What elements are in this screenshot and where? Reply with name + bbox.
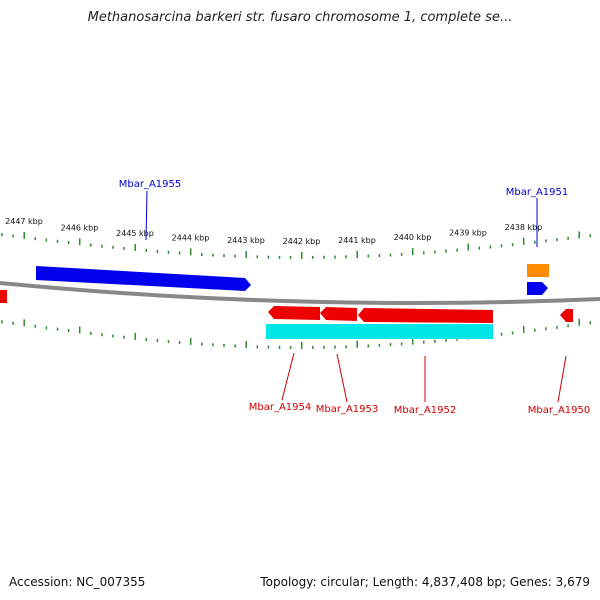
scale-label: 2446 kbp	[61, 223, 99, 232]
scale-ticks-inner	[1, 318, 592, 349]
cyan-feature[interactable]	[266, 324, 493, 339]
scale-ticks-outer	[1, 231, 592, 259]
gene-label-g1950: Mbar_A1950	[528, 355, 591, 416]
gene-label: Mbar_A1952	[394, 405, 457, 416]
gene-label-g1955: Mbar_A1955	[119, 179, 182, 241]
chromosome-backbone	[0, 281, 600, 306]
scale-label: 2441 kbp	[338, 236, 376, 245]
map-title: Methanosarcina barkeri str. fusaro chrom…	[87, 10, 513, 25]
gene-label: Mbar_A1954	[249, 402, 312, 413]
gene-label: Mbar_A1953	[316, 404, 379, 415]
orange-feature[interactable]	[527, 264, 549, 277]
gene-label: Mbar_A1951	[506, 187, 569, 198]
gene-label: Mbar_A1950	[528, 405, 591, 416]
gene-label-g1951: Mbar_A1951	[506, 187, 569, 247]
gene-feature[interactable]	[320, 307, 357, 321]
accession-text: Accession: NC_007355	[9, 575, 146, 589]
scale-label: 2443 kbp	[227, 236, 265, 245]
scale-label: 2439 kbp	[449, 229, 487, 238]
scale-label: 2444 kbp	[172, 233, 210, 242]
genome-summary: Topology: circular; Length: 4,837,408 bp…	[260, 575, 590, 589]
gene-feature[interactable]	[268, 306, 320, 320]
scale-label: 2447 kbp	[5, 217, 43, 226]
gene-feature[interactable]	[358, 308, 493, 323]
gene-feature[interactable]	[0, 290, 7, 303]
scale-label: 2438 kbp	[505, 223, 543, 232]
scale-labels: 2447 kbp 2446 kbp 2445 kbp 2444 kbp 2443 kbp…	[5, 217, 542, 246]
scale-label: 2445 kbp	[116, 229, 154, 238]
gene-label-g1954: Mbar_A1954	[249, 352, 312, 413]
gene-label: Mbar_A1955	[119, 179, 182, 190]
scale-label: 2440 kbp	[394, 233, 432, 242]
gene-feature[interactable]	[527, 282, 548, 295]
label-leader	[336, 353, 348, 403]
gene-label-g1953: Mbar_A1953	[316, 353, 379, 415]
label-leader	[557, 355, 567, 403]
gene-feature[interactable]	[560, 309, 573, 322]
label-leader	[145, 190, 148, 241]
gene-label-g1952: Mbar_A1952	[394, 356, 457, 416]
gene-feature[interactable]	[36, 266, 251, 291]
scale-label: 2442 kbp	[283, 237, 321, 246]
label-leader	[281, 352, 295, 401]
